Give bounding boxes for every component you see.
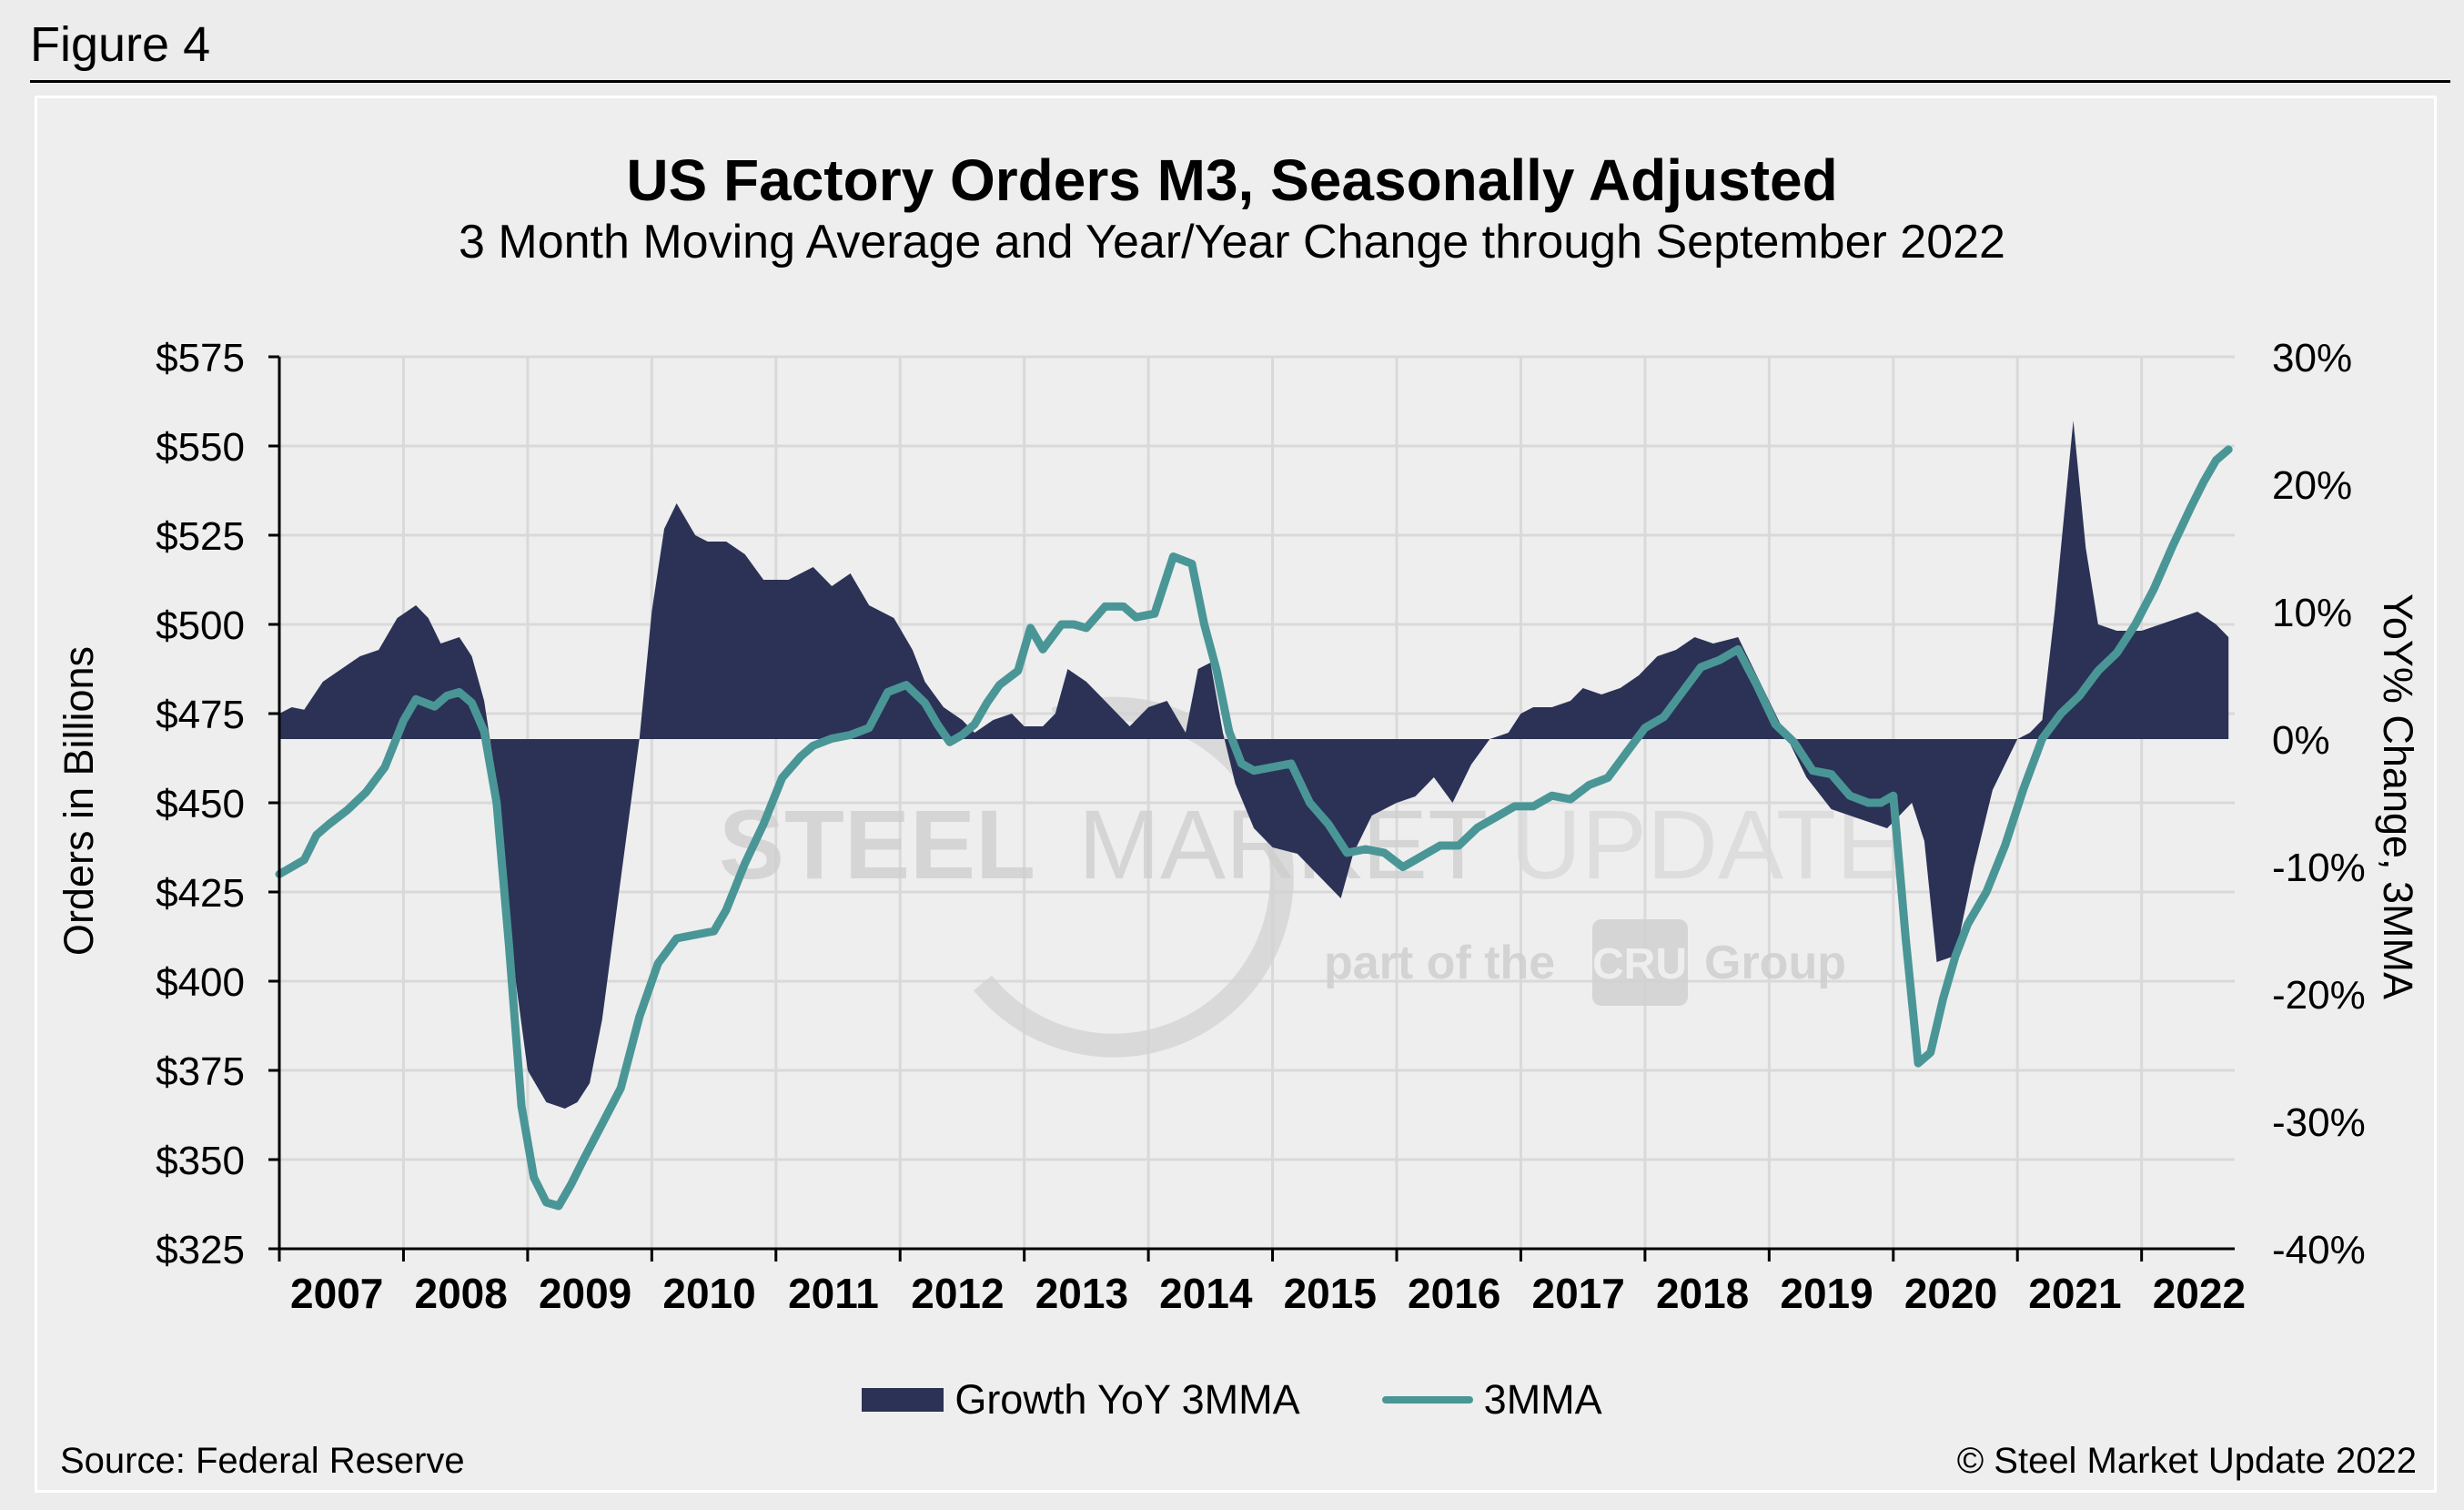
left-axis-label: Orders in Billions (56, 646, 102, 956)
right-tick-label: 20% (2272, 463, 2352, 508)
watermark-cru-box (1592, 919, 1688, 1006)
left-tick-label: $500 (156, 603, 245, 648)
growth-yoy-area (279, 421, 2229, 1109)
right-axis-label: YoY% Change, 3MMA (2375, 593, 2421, 999)
legend-label-growth: Growth YoY 3MMA (954, 1376, 1300, 1423)
x-tick-label: 2014 (1159, 1270, 1253, 1317)
watermark-text-cru: CRU (1592, 940, 1687, 988)
right-tick-label: 10% (2272, 591, 2352, 635)
x-tick-label: 2018 (1656, 1270, 1749, 1317)
growth-area-layer (279, 421, 2229, 1109)
axis-layer (268, 355, 2235, 1262)
chart-subtitle: 3 Month Moving Average and Year/Year Cha… (459, 216, 2005, 269)
copyright-note: © Steel Market Update 2022 (1956, 1441, 2417, 1481)
right-tick-label: -10% (2272, 846, 2366, 890)
x-tick-label: 2021 (2028, 1270, 2121, 1317)
left-tick-label: $325 (156, 1228, 245, 1272)
x-tick-label: 2013 (1035, 1270, 1128, 1317)
right-tick-label: -40% (2272, 1228, 2366, 1272)
left-tick-label: $375 (156, 1049, 245, 1094)
left-tick-label: $450 (156, 782, 245, 826)
legend-swatch-mma (1381, 1396, 1473, 1404)
left-axis-ticks: $575 $550 $525 $500 $475 $450 $425 $400 $375 $350… (156, 336, 245, 1272)
source-note: Source: Federal Reserve (60, 1441, 465, 1481)
x-tick-label: 2016 (1408, 1270, 1500, 1317)
left-tick-label: $350 (156, 1139, 245, 1183)
mma-line-layer (275, 445, 2233, 1211)
watermark-text-steel: STEEL (719, 789, 1035, 899)
chart-panel (35, 96, 2437, 1493)
right-tick-label: 30% (2272, 336, 2352, 380)
legend-item-mma: 3MMA (1381, 1376, 1602, 1424)
left-tick-label: $550 (156, 425, 245, 470)
figure-label: Figure 4 (30, 17, 211, 72)
x-tick-label: 2012 (911, 1270, 1004, 1317)
chart-legend: Growth YoY 3MMA 3MMA (0, 1373, 2464, 1427)
top-divider (30, 80, 2450, 83)
left-tick-label: $475 (156, 693, 245, 737)
x-tick-label: 2007 (290, 1270, 383, 1317)
left-tick-label: $425 (156, 871, 245, 916)
right-tick-label: -20% (2272, 973, 2366, 1018)
x-tick-label: 2010 (662, 1270, 755, 1317)
x-tick-label: 2019 (1780, 1270, 1873, 1317)
watermark-text-group: Group (1704, 937, 1846, 989)
x-tick-label: 2022 (2153, 1270, 2246, 1317)
x-axis-ticks: 2007 2008 2009 2010 2011 2012 2013 2014 2015 2016… (290, 1270, 2246, 1317)
left-tick-label: $525 (156, 514, 245, 559)
x-tick-label: 2020 (1904, 1270, 1997, 1317)
x-tick-label: 2009 (539, 1270, 631, 1317)
legend-item-growth: Growth YoY 3MMA (862, 1376, 1300, 1424)
right-tick-label: 0% (2272, 718, 2330, 763)
left-tick-label: $400 (156, 960, 245, 1005)
x-tick-label: 2008 (414, 1270, 507, 1317)
mma-line (275, 445, 2233, 1211)
x-tick-label: 2011 (788, 1270, 879, 1317)
x-tick-label: 2015 (1284, 1270, 1377, 1317)
right-tick-label: -30% (2272, 1100, 2366, 1145)
x-tick-label: 2017 (1531, 1270, 1624, 1317)
legend-swatch-growth (862, 1388, 944, 1412)
chart-title: US Factory Orders M3, Seasonally Adjuste… (626, 147, 1838, 213)
right-axis-ticks: 30% 20% 10% 0% -10% -20% -30% -40% (2272, 336, 2366, 1272)
left-tick-label: $575 (156, 336, 245, 380)
watermark-text-part: part of the (1324, 937, 1555, 989)
legend-label-mma: 3MMA (1483, 1376, 1602, 1423)
